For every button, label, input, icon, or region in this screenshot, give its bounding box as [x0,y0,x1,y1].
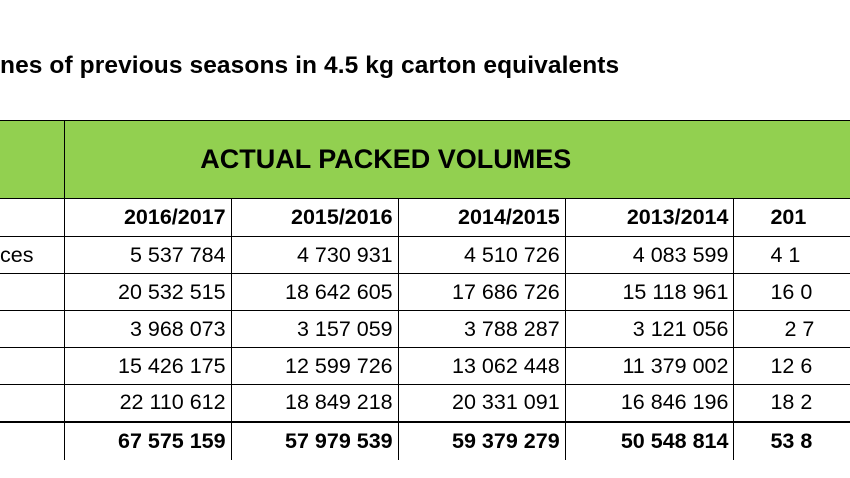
document-title: nes of previous seasons in 4.5 kg carton… [0,52,620,79]
totals-row: 67 575 159 57 979 539 59 379 279 50 548 … [0,420,850,460]
value-cell: 16 846 196 [564,384,734,422]
value-cell: 4 083 599 [564,236,734,274]
value-cell: 4 510 726 [397,236,566,274]
value-cell: 12 6 [733,347,850,385]
year-header: 2015/2016 [230,198,399,237]
value-cell: 17 686 726 [397,273,566,311]
value-cell: 4 730 931 [230,236,399,274]
total-cell: 50 548 814 [564,420,734,460]
table-row: 15 426 175 12 599 726 13 062 448 11 379 … [0,347,850,385]
year-header-row: 2016/2017 2015/2016 2014/2015 2013/2014 … [0,198,850,237]
banner-label-cell [0,120,66,199]
value-cell: 3 788 287 [397,310,566,348]
value-cell: 5 537 784 [64,236,232,274]
packed-volumes-table: ACTUAL PACKED VOLUMES 2016/2017 2015/201… [0,120,850,460]
row-label [0,273,66,311]
row-label [0,310,66,348]
year-header: 201 [733,198,850,237]
value-cell: 3 121 056 [564,310,734,348]
totals-label [0,420,66,460]
year-header: 2016/2017 [64,198,232,237]
row-label [0,347,66,385]
value-cell: 18 849 218 [230,384,399,422]
table-row: 20 532 515 18 642 605 17 686 726 15 118 … [0,273,850,311]
banner-row: ACTUAL PACKED VOLUMES [0,120,850,199]
banner-text: ACTUAL PACKED VOLUMES [200,144,572,174]
year-header: 2014/2015 [397,198,566,237]
total-cell: 57 979 539 [230,420,399,460]
table-row: ces 5 537 784 4 730 931 4 510 726 4 083 … [0,236,850,274]
value-cell: 15 426 175 [64,347,232,385]
table-row: 3 968 073 3 157 059 3 788 287 3 121 056 … [0,310,850,348]
value-cell: 12 599 726 [230,347,399,385]
value-cell: 22 110 612 [64,384,232,422]
total-cell: 67 575 159 [64,420,232,460]
value-cell: 15 118 961 [564,273,734,311]
row-label [0,384,66,422]
banner-title: ACTUAL PACKED VOLUMES [64,120,850,199]
value-cell: 4 1 [733,236,850,274]
value-cell: 20 331 091 [397,384,566,422]
value-cell: 18 642 605 [230,273,399,311]
value-cell: 3 968 073 [64,310,232,348]
value-cell: 18 2 [733,384,850,422]
value-cell: 20 532 515 [64,273,232,311]
row-label: ces [0,236,66,274]
value-cell: 13 062 448 [397,347,566,385]
total-cell: 53 8 [733,420,850,460]
total-cell: 59 379 279 [397,420,566,460]
value-cell: 3 157 059 [230,310,399,348]
value-cell: 11 379 002 [564,347,734,385]
value-cell: 2 7 [733,310,850,348]
year-header-blank [0,198,66,237]
value-cell: 16 0 [733,273,850,311]
table-row: 22 110 612 18 849 218 20 331 091 16 846 … [0,384,850,422]
year-header: 2013/2014 [564,198,734,237]
